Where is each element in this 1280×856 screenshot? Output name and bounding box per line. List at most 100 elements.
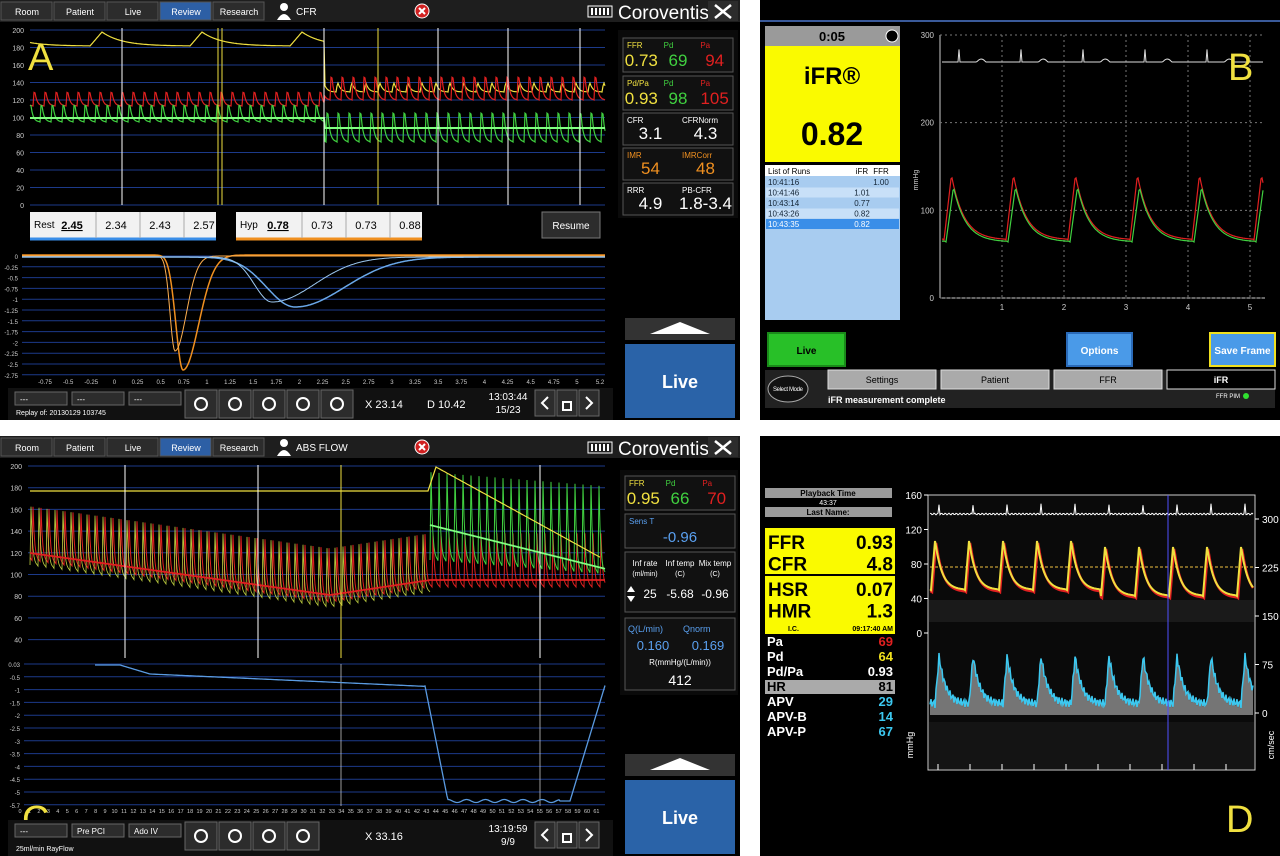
tab[interactable] [1053,369,1163,390]
selector-label[interactable]: --- [134,395,142,404]
tool-button[interactable] [184,821,218,851]
cursor-x: X 23.14 [365,399,403,411]
tool-button[interactable] [286,389,320,419]
clock: 09:17:40 AM [852,626,893,633]
live-label[interactable]: Live [662,372,698,392]
y2-tick-label: 75 [1262,661,1274,672]
metric-value: 66 [671,489,690,508]
reading-label: Hyp [240,220,258,231]
tab[interactable] [106,1,159,21]
tab[interactable] [53,437,106,457]
run-time[interactable]: 10:41:16 [768,178,800,187]
prev-button[interactable] [534,389,556,417]
prev-button[interactable] [534,821,556,849]
reading-name: Pd/Pa [767,664,804,679]
tab[interactable] [0,437,53,457]
selector-label[interactable]: --- [77,395,85,404]
selector-label[interactable]: Ado IV [134,827,159,836]
select-mode-label[interactable]: Select Mode [773,387,804,393]
selector[interactable] [71,823,125,838]
tab-label[interactable]: Review [171,443,201,453]
tab[interactable] [106,437,159,457]
tab-label[interactable]: Patient [981,375,1010,385]
x-tick-label: 57 [556,809,562,815]
tab-label[interactable]: Patient [66,7,95,17]
tool-button[interactable] [252,821,286,851]
run-time[interactable]: 10:43:14 [768,199,800,208]
tab[interactable] [53,1,106,21]
tab-label[interactable]: FFR [1099,375,1117,385]
live-button[interactable] [625,780,735,854]
run-time[interactable]: 10:43:35 [768,220,800,229]
action-button[interactable] [1066,332,1133,367]
tab[interactable] [159,1,212,21]
selector[interactable] [128,391,182,406]
tool-button[interactable] [252,389,286,419]
run-row[interactable] [766,219,899,229]
select-mode-button[interactable] [767,375,809,403]
tab[interactable] [1166,369,1276,390]
index-value: 1.3 [867,602,893,623]
run-row[interactable] [766,208,899,219]
stepper-icon[interactable] [627,586,635,602]
action-label[interactable]: Save Frame [1214,346,1271,357]
selector[interactable] [71,391,125,406]
run-row[interactable] [766,187,899,198]
next-button[interactable] [578,821,600,849]
x-tick-label: 41 [404,809,410,815]
resume-label[interactable]: Resume [552,221,590,232]
x-tick-label: 20 [206,809,212,815]
run-ifr: 0.82 [854,210,870,219]
live-label[interactable]: Live [662,808,698,828]
action-label[interactable]: Live [796,346,816,357]
action-label[interactable]: Options [1081,346,1119,357]
tool-button[interactable] [320,389,354,419]
tab-label[interactable]: iFR [1214,375,1229,385]
tool-button[interactable] [184,389,218,419]
tab[interactable] [0,1,53,21]
selector[interactable] [14,823,68,838]
y-tick-label: 0 [930,294,935,303]
waveform [30,117,605,129]
metric-value: 25 [643,587,657,601]
action-button[interactable] [1209,332,1276,367]
resume-button[interactable] [541,211,601,239]
tab-label[interactable]: Room [15,7,39,17]
tab-label[interactable]: Patient [66,443,95,453]
cursor-x: X 33.16 [365,831,403,843]
tab[interactable] [212,437,265,457]
x-tick-label: 2.25 [317,380,329,386]
index-box [765,46,900,162]
tab[interactable] [212,1,265,21]
tab-label[interactable]: Live [125,443,142,453]
x-tick-label: 33 [329,809,335,815]
tab-label[interactable]: Settings [866,375,899,385]
y-tick-label: 20 [16,186,24,193]
tab[interactable] [827,369,937,390]
run-row[interactable] [766,177,899,187]
y-tick-label: 0.03 [8,663,20,669]
tool-button[interactable] [218,821,252,851]
tab[interactable] [940,369,1050,390]
selector[interactable] [14,391,68,406]
run-time[interactable]: 10:41:46 [768,189,800,198]
tool-button[interactable] [218,389,252,419]
selector[interactable] [128,823,182,838]
y-tick-label: -1.5 [10,701,21,707]
tab-label[interactable]: Research [220,443,259,453]
tab[interactable] [159,437,212,457]
panel-letter: D [1226,799,1253,841]
selector-label[interactable]: Pre PCI [77,827,105,836]
tab-label[interactable]: Review [171,7,201,17]
tool-button[interactable] [286,821,320,851]
tab-label[interactable]: Research [220,7,259,17]
tab-label[interactable]: Room [15,443,39,453]
selector-label[interactable]: --- [20,827,28,836]
run-row[interactable] [766,198,899,208]
live-button[interactable] [625,344,735,418]
action-button[interactable] [767,332,846,367]
selector-label[interactable]: --- [20,395,28,404]
run-time[interactable]: 10:43:26 [768,210,800,219]
next-button[interactable] [578,389,600,417]
tab-label[interactable]: Live [125,7,142,17]
